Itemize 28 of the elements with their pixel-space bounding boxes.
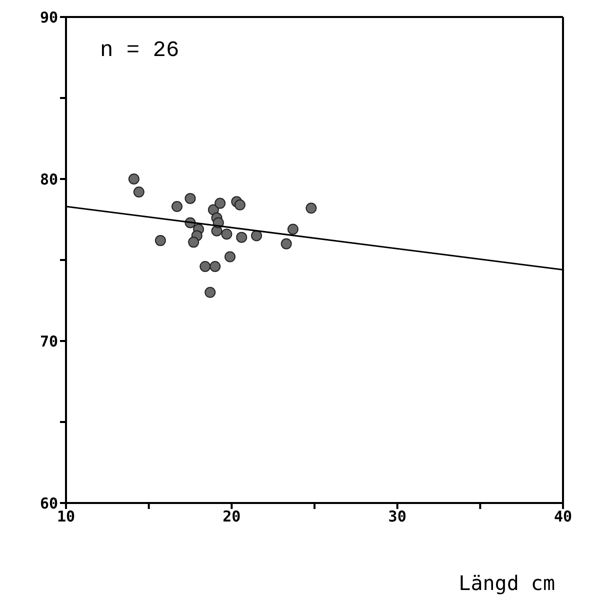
y-tick-label: 70 (40, 332, 58, 350)
point (221, 228, 232, 240)
y-tick-label: 90 (40, 8, 58, 26)
y-tick-label: 60 (40, 494, 58, 512)
point (133, 186, 144, 198)
point (224, 251, 236, 262)
x-tick-label: 20 (222, 508, 241, 526)
x-tick-label: 10 (56, 508, 76, 526)
point (306, 202, 317, 214)
point (171, 201, 182, 212)
point (128, 174, 140, 184)
point (204, 286, 216, 298)
annotation: n = 26 (100, 38, 180, 63)
point (251, 230, 262, 242)
x-axis-title: Längd cm (458, 571, 555, 595)
x-tick-label: 30 (388, 508, 406, 526)
point (188, 236, 200, 248)
point (234, 199, 246, 210)
point (214, 198, 226, 209)
point (280, 238, 292, 250)
x-tick-label: 40 (554, 508, 572, 526)
point (184, 192, 196, 204)
point (236, 232, 248, 243)
point (154, 235, 166, 246)
point (210, 260, 221, 272)
point (287, 224, 298, 235)
point (200, 260, 211, 272)
y-tick-label: 80 (40, 170, 58, 188)
